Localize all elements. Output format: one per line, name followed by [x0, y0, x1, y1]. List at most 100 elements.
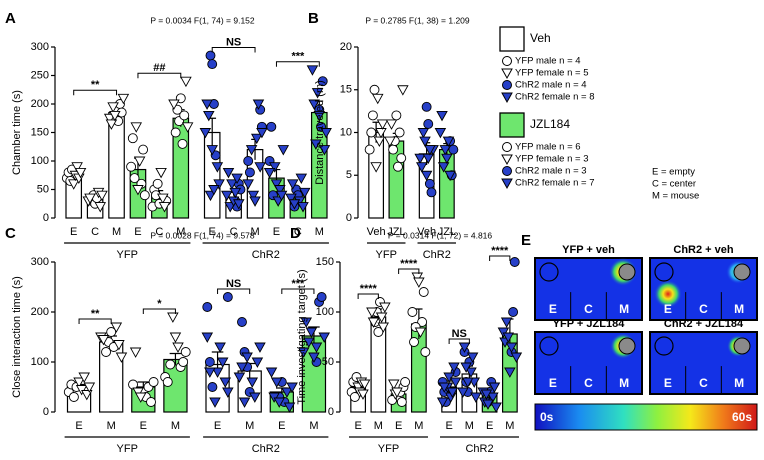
data-point	[358, 379, 371, 390]
data-point	[388, 379, 400, 390]
data-point	[391, 110, 402, 121]
heatmap-title: ChR2 + JZL184	[664, 318, 744, 330]
data-point	[138, 144, 149, 155]
x-tick-label: E	[209, 226, 216, 238]
data-point	[78, 372, 90, 383]
data-point	[270, 179, 283, 190]
data-point	[167, 312, 179, 323]
y-tick-label: 300	[31, 256, 49, 268]
significance-bracket	[448, 338, 470, 344]
data-point	[310, 342, 323, 353]
y-tick-label: 50	[37, 183, 49, 195]
y-axis-title: Distance traveled (m)	[314, 80, 326, 185]
data-point	[134, 392, 147, 403]
significance-label: NS	[452, 328, 467, 340]
data-point	[448, 362, 460, 373]
x-tick-label: E	[395, 420, 402, 432]
data-point	[385, 119, 398, 130]
data-point	[320, 128, 332, 139]
data-point	[94, 202, 107, 213]
data-point	[179, 110, 190, 121]
y-tick-label: 100	[31, 155, 49, 167]
key-text: M = mouse	[652, 191, 699, 202]
x-tick-label: E	[214, 420, 221, 432]
x-tick-label: M	[505, 420, 514, 432]
data-point	[487, 392, 499, 403]
x-tick-label: M	[315, 226, 324, 238]
stat-text: P = 0.0314 F(1, 72) = 4.816	[388, 230, 493, 240]
significance-label: ***	[291, 51, 305, 63]
data-point	[371, 93, 384, 105]
error-bar	[169, 352, 182, 366]
y-tick-label: 20	[340, 41, 352, 53]
zone-label: E	[549, 376, 557, 390]
stat-text: P = 0.0034 F(1, 74) = 9.152	[150, 15, 255, 25]
key-text: C = center	[652, 179, 696, 190]
y-tick-label: 100	[316, 306, 334, 318]
data-point	[286, 382, 298, 393]
data-point	[241, 352, 253, 363]
data-point	[465, 367, 477, 378]
data-point	[311, 88, 324, 99]
y-tick-label: 150	[316, 256, 334, 268]
data-point	[117, 93, 130, 105]
data-point	[68, 392, 79, 402]
data-point	[74, 167, 87, 179]
data-point	[400, 377, 411, 387]
data-point	[71, 162, 83, 173]
data-point	[297, 202, 309, 213]
data-point	[393, 161, 403, 172]
data-point	[113, 340, 125, 351]
legend-swatch	[499, 112, 525, 138]
data-point	[409, 337, 419, 347]
data-point	[357, 389, 369, 400]
significance-bracket	[73, 89, 118, 96]
data-point	[505, 342, 518, 353]
data-point	[317, 76, 328, 87]
x-tick-label: M	[171, 420, 180, 432]
legend-label: YFP female n = 3	[515, 154, 589, 165]
data-point	[490, 402, 502, 413]
legend-label: YFP male n = 4	[515, 56, 581, 67]
x-tick-label: C	[294, 226, 302, 238]
y-tick-label: 300	[31, 41, 49, 53]
x-tick-label: E	[278, 420, 285, 432]
data-point	[127, 133, 138, 144]
x-tick-label: E	[354, 420, 361, 432]
data-point	[420, 347, 431, 357]
colorbar	[534, 403, 758, 431]
zone-label: C	[584, 376, 593, 390]
x-tick-label: C	[91, 226, 99, 238]
y-tick-label: 10	[340, 126, 352, 138]
data-point	[508, 307, 519, 317]
x-tick-label: M	[374, 420, 383, 432]
data-point	[376, 119, 389, 130]
y-tick-label: 150	[31, 126, 49, 138]
legend-label: YFP male n = 6	[515, 142, 581, 153]
data-point	[442, 136, 455, 147]
data-point	[211, 367, 224, 378]
group-label: ChR2	[252, 443, 280, 455]
significance-label: ****	[491, 245, 509, 257]
data-point	[277, 145, 290, 156]
data-point	[421, 101, 432, 112]
data-point	[270, 377, 283, 388]
data-point	[417, 317, 428, 327]
x-tick-label: M	[112, 226, 121, 238]
significance-label: NS	[226, 36, 241, 48]
data-point	[146, 397, 156, 407]
data-point	[369, 84, 380, 95]
data-point	[132, 185, 144, 196]
data-point	[426, 187, 437, 198]
significance-bracket	[142, 308, 176, 314]
data-point	[110, 322, 123, 333]
data-point	[128, 379, 138, 390]
data-point	[213, 179, 225, 190]
data-point	[152, 178, 163, 189]
legend-label: ChR2 female n = 8	[515, 92, 594, 103]
data-point	[181, 122, 194, 133]
key-text: E = empty	[652, 167, 695, 178]
data-point	[441, 153, 453, 165]
x-tick-label: JZL	[438, 226, 456, 238]
